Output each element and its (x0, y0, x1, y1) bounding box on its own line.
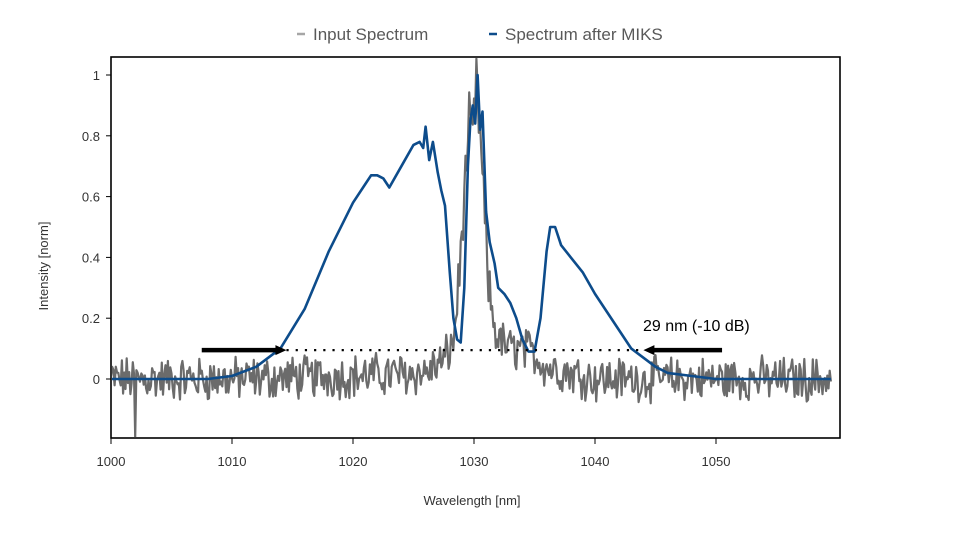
x-tick-label: 1000 (97, 454, 126, 469)
y-tick-label: 1 (93, 68, 100, 83)
y-tick-label: 0 (93, 372, 100, 387)
x-tick-label: 1030 (460, 454, 489, 469)
y-tick-label: 0.6 (82, 190, 100, 205)
x-tick-label: 1050 (702, 454, 731, 469)
series-line-spectrum-after-miks (112, 73, 831, 381)
x-axis: 1000 1010 1020 1030 1040 1050 (97, 438, 731, 469)
series-layer (112, 58, 832, 437)
annotation-layer (201, 345, 723, 356)
y-axis: 0 0.2 0.4 0.6 0.8 1 (82, 68, 111, 387)
x-tick-label: 1010 (218, 454, 247, 469)
x-axis-title: Wavelength [nm] (423, 493, 520, 508)
legend-label-input-spectrum: Input Spectrum (313, 25, 428, 44)
legend: Input Spectrum Spectrum after MIKS (297, 25, 663, 44)
y-tick-label: 0.4 (82, 250, 100, 265)
x-tick-label: 1040 (581, 454, 610, 469)
x-tick-label: 1020 (339, 454, 368, 469)
plot-frame (110, 56, 841, 439)
right-arrow-head (643, 345, 655, 356)
bandwidth-annotation-label: 29 nm (-10 dB) (643, 318, 750, 335)
legend-label-spectrum-after-miks: Spectrum after MIKS (505, 25, 663, 44)
left-arrow-head (275, 345, 287, 356)
y-tick-label: 0.8 (82, 129, 100, 144)
y-tick-label: 0.2 (82, 311, 100, 326)
y-axis-title: Intensity [norm] (36, 222, 51, 311)
